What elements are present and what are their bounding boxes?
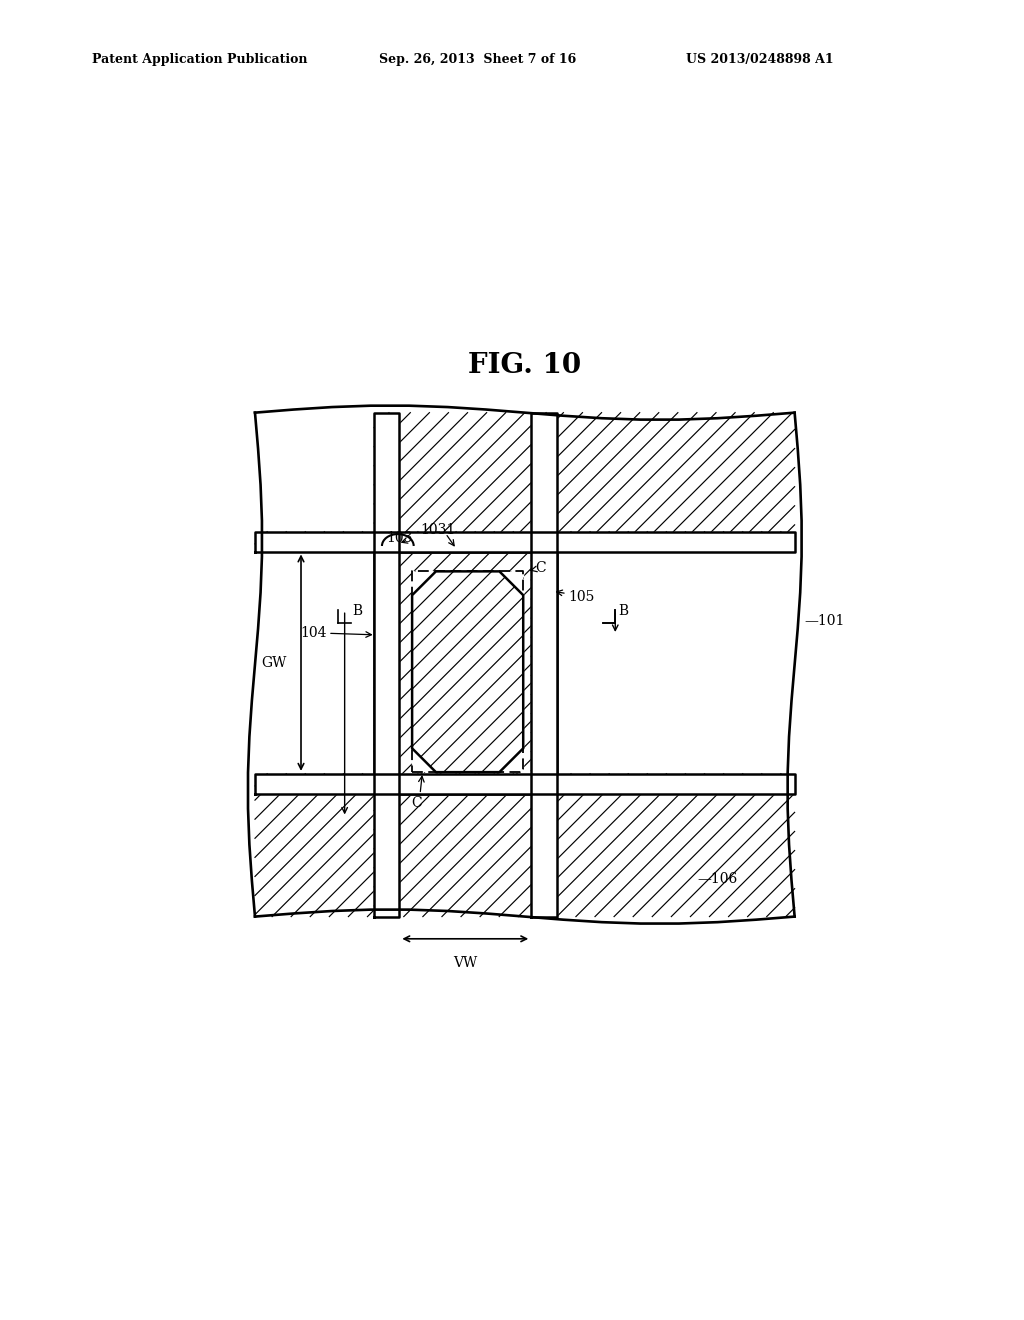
Text: VW: VW: [454, 956, 477, 970]
Polygon shape: [412, 748, 436, 772]
Text: 105: 105: [568, 590, 595, 603]
Text: —101: —101: [804, 614, 845, 627]
Polygon shape: [412, 572, 523, 772]
Polygon shape: [412, 572, 436, 595]
Text: US 2013/0248898 A1: US 2013/0248898 A1: [686, 53, 834, 66]
Polygon shape: [500, 572, 523, 595]
Polygon shape: [374, 413, 399, 916]
Text: Sep. 26, 2013  Sheet 7 of 16: Sep. 26, 2013 Sheet 7 of 16: [379, 53, 577, 66]
Text: FIG. 10: FIG. 10: [468, 351, 582, 379]
Polygon shape: [531, 413, 557, 916]
Text: GW: GW: [261, 656, 287, 669]
Text: 103: 103: [386, 531, 413, 545]
Text: Patent Application Publication: Patent Application Publication: [92, 53, 307, 66]
Polygon shape: [412, 572, 523, 772]
Text: 104: 104: [300, 626, 327, 640]
Text: —106: —106: [697, 873, 738, 886]
Polygon shape: [255, 532, 795, 552]
Text: B: B: [352, 605, 362, 618]
Text: C: C: [411, 796, 422, 810]
Polygon shape: [255, 774, 795, 793]
Polygon shape: [500, 748, 523, 772]
Text: C: C: [536, 561, 546, 576]
Text: 1031: 1031: [420, 523, 456, 537]
Text: B: B: [618, 605, 629, 618]
Polygon shape: [255, 413, 795, 916]
